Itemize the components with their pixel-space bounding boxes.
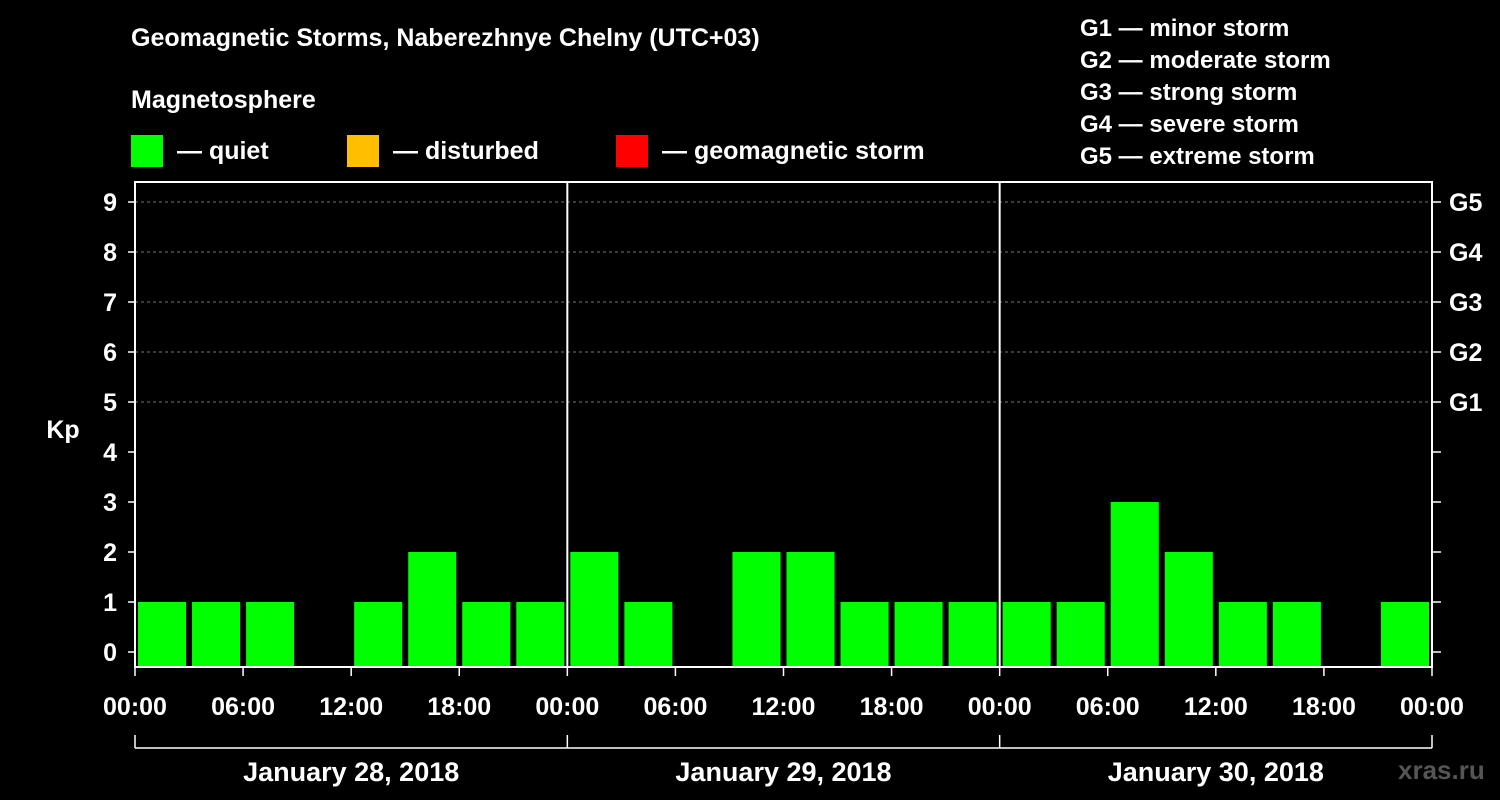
kp-bar-13 [840,602,889,667]
g-scale-label-G4: G4 [1449,239,1482,267]
plot-frame [134,181,1433,668]
ytick-label-5: 5 [103,389,117,417]
g-scale-label-G5: G5 [1449,189,1482,217]
legend-quiet: — quiet [131,134,269,168]
legend-storm-label: — geomagnetic storm [662,136,925,165]
kp-bar-18 [1110,502,1159,667]
xtick-label-7: 18:00 [860,693,924,721]
xtick-label-0: 00:00 [103,693,167,721]
storm-scale-g4: G4 — severe storm [1080,111,1299,138]
day-label-2: January 30, 2018 [1108,757,1324,787]
day-label-0: January 28, 2018 [243,757,459,787]
xtick-label-4: 00:00 [535,693,599,721]
kp-bar-21 [1272,602,1321,667]
ytick-label-3: 3 [103,489,117,517]
y-axis-label: Kp [46,416,79,444]
xtick-label-3: 18:00 [427,693,491,721]
kp-bar-1 [192,602,241,667]
xtick-label-6: 12:00 [752,693,816,721]
xtick-label-9: 06:00 [1076,693,1140,721]
legend-disturbed-swatch [347,135,379,167]
kp-bar-4 [354,602,403,667]
ytick-label-9: 9 [103,189,117,217]
ytick-label-0: 0 [103,639,117,667]
xtick-label-2: 12:00 [319,693,383,721]
legend-disturbed-label: — disturbed [393,136,539,165]
ytick-label-7: 7 [103,289,117,317]
kp-bar-6 [462,602,511,667]
storm-scale-g2: G2 — moderate storm [1080,47,1331,74]
legend-quiet-swatch [131,135,163,167]
kp-bar-20 [1218,602,1267,667]
kp-bar-17 [1056,602,1105,667]
ytick-label-6: 6 [103,339,117,367]
xtick-label-5: 06:00 [643,693,707,721]
chart-title: Geomagnetic Storms, Naberezhnye Chelny (… [131,24,760,52]
xtick-label-1: 06:00 [211,693,275,721]
storm-scale-g3: G3 — strong storm [1080,79,1298,106]
kp-bar-23 [1380,602,1429,667]
legend-storm: — geomagnetic storm [616,134,925,168]
kp-bar-19 [1164,552,1213,667]
legend-storm-swatch [616,135,648,167]
kp-bar-2 [246,602,295,667]
legend-quiet-label: — quiet [177,136,269,165]
xtick-label-10: 12:00 [1184,693,1248,721]
xtick-label-8: 00:00 [968,693,1032,721]
legend-disturbed: — disturbed [347,134,539,168]
g-scale-label-G1: G1 [1449,389,1482,417]
kp-bar-16 [1002,602,1051,667]
ytick-label-8: 8 [103,239,117,267]
watermark: xras.ru [1398,755,1485,785]
kp-bar-9 [624,602,673,667]
storm-scale-g5: G5 — extreme storm [1080,143,1315,170]
g-scale-label-G3: G3 [1449,289,1482,317]
kp-bar-8 [570,552,619,667]
kp-bar-0 [138,602,187,667]
storm-scale-g1: G1 — minor storm [1080,15,1290,42]
g-scale-label-G2: G2 [1449,339,1482,367]
ytick-label-4: 4 [103,439,117,467]
kp-bar-7 [516,602,565,667]
xtick-label-11: 18:00 [1292,693,1356,721]
magnetosphere-label: Magnetosphere [131,86,316,114]
kp-bar-14 [894,602,943,667]
ytick-label-1: 1 [103,589,117,617]
kp-bar-11 [732,552,781,667]
ytick-label-2: 2 [103,539,117,567]
xtick-label-12: 00:00 [1400,693,1464,721]
kp-bar-12 [786,552,835,667]
kp-bar-15 [948,602,997,667]
day-label-1: January 29, 2018 [675,757,891,787]
kp-bar-5 [408,552,457,667]
